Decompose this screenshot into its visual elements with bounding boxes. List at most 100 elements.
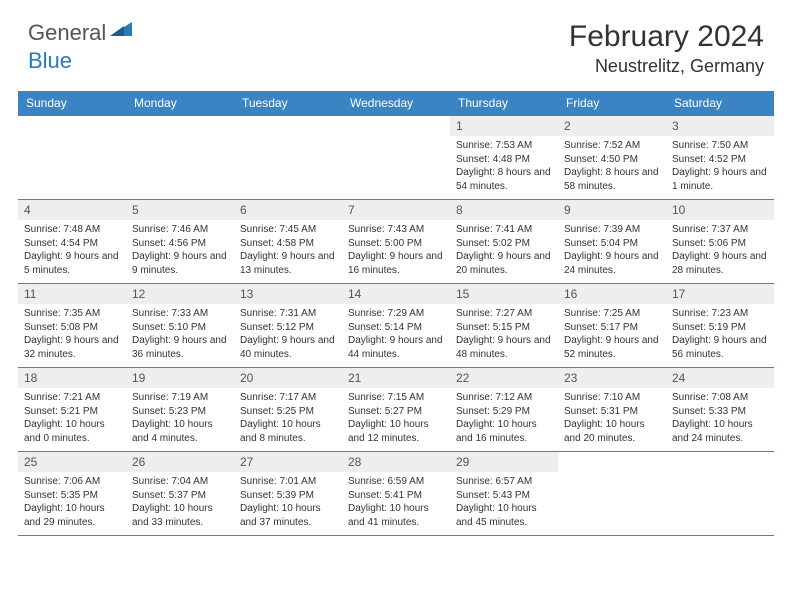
- sunset-text: Sunset: 4:56 PM: [132, 237, 228, 251]
- sunset-text: Sunset: 5:02 PM: [456, 237, 552, 251]
- sunset-text: Sunset: 5:04 PM: [564, 237, 660, 251]
- day-details: Sunrise: 7:12 AMSunset: 5:29 PMDaylight:…: [450, 388, 558, 451]
- sunrise-text: Sunrise: 6:59 AM: [348, 475, 444, 489]
- calendar-cell: 21Sunrise: 7:15 AMSunset: 5:27 PMDayligh…: [342, 368, 450, 452]
- day-details: Sunrise: 7:06 AMSunset: 5:35 PMDaylight:…: [18, 472, 126, 535]
- day-details: Sunrise: 7:10 AMSunset: 5:31 PMDaylight:…: [558, 388, 666, 451]
- calendar-cell: 19Sunrise: 7:19 AMSunset: 5:23 PMDayligh…: [126, 368, 234, 452]
- sunrise-text: Sunrise: 7:04 AM: [132, 475, 228, 489]
- day-number: 14: [342, 284, 450, 304]
- calendar-cell: [666, 452, 774, 536]
- sunset-text: Sunset: 5:08 PM: [24, 321, 120, 335]
- day-details: Sunrise: 7:43 AMSunset: 5:00 PMDaylight:…: [342, 220, 450, 283]
- sunrise-text: Sunrise: 7:52 AM: [564, 139, 660, 153]
- daylight-text: Daylight: 10 hours and 33 minutes.: [132, 502, 228, 529]
- calendar-week-row: 4Sunrise: 7:48 AMSunset: 4:54 PMDaylight…: [18, 200, 774, 284]
- sunset-text: Sunset: 5:39 PM: [240, 489, 336, 503]
- calendar-cell: 14 Sunrise: 7:29 AMSunset: 5:14 PMDayligh…: [342, 284, 450, 368]
- sunset-text: Sunset: 5:27 PM: [348, 405, 444, 419]
- day-number: 25: [18, 452, 126, 472]
- sunset-text: Sunset: 5:17 PM: [564, 321, 660, 335]
- day-number: 2: [558, 116, 666, 136]
- day-number: 11: [18, 284, 126, 304]
- sunrise-text: Sunrise: 7:25 AM: [564, 307, 660, 321]
- sunrise-text: Sunrise: 7:39 AM: [564, 223, 660, 237]
- triangle-icon: [110, 20, 132, 41]
- calendar-cell: 15Sunrise: 7:27 AMSunset: 5:15 PMDayligh…: [450, 284, 558, 368]
- day-number: 7: [342, 200, 450, 220]
- sunrise-text: Sunrise: 7:33 AM: [132, 307, 228, 321]
- daylight-text: Daylight: 9 hours and 1 minute.: [672, 166, 768, 193]
- day-details: Sunrise: 7:17 AMSunset: 5:25 PMDaylight:…: [234, 388, 342, 451]
- sunset-text: Sunset: 5:43 PM: [456, 489, 552, 503]
- day-details: Sunrise: 7:27 AMSunset: 5:15 PMDaylight:…: [450, 304, 558, 367]
- day-details: Sunrise: 7:33 AMSunset: 5:10 PMDaylight:…: [126, 304, 234, 367]
- sunset-text: Sunset: 5:14 PM: [348, 321, 444, 335]
- day-number: 29: [450, 452, 558, 472]
- calendar-cell: 3Sunrise: 7:50 AMSunset: 4:52 PMDaylight…: [666, 116, 774, 200]
- sunrise-text: Sunrise: 7:23 AM: [672, 307, 768, 321]
- sunset-text: Sunset: 5:37 PM: [132, 489, 228, 503]
- sunrise-text: Sunrise: 7:29 AM: [348, 307, 444, 321]
- sunset-text: Sunset: 5:29 PM: [456, 405, 552, 419]
- sunset-text: Sunset: 4:54 PM: [24, 237, 120, 251]
- day-number: 5: [126, 200, 234, 220]
- calendar-cell: 7Sunrise: 7:43 AMSunset: 5:00 PMDaylight…: [342, 200, 450, 284]
- sunrise-text: Sunrise: 7:19 AM: [132, 391, 228, 405]
- title-block: February 2024 Neustrelitz, Germany: [569, 20, 764, 77]
- day-number: 23: [558, 368, 666, 388]
- calendar-cell: 26Sunrise: 7:04 AMSunset: 5:37 PMDayligh…: [126, 452, 234, 536]
- day-number: 19: [126, 368, 234, 388]
- daylight-text: Daylight: 9 hours and 44 minutes.: [348, 334, 444, 361]
- calendar-cell: 6Sunrise: 7:45 AMSunset: 4:58 PMDaylight…: [234, 200, 342, 284]
- day-details: Sunrise: 6:57 AMSunset: 5:43 PMDaylight:…: [450, 472, 558, 535]
- daylight-text: Daylight: 9 hours and 48 minutes.: [456, 334, 552, 361]
- day-details: Sunrise: 7:25 AMSunset: 5:17 PMDaylight:…: [558, 304, 666, 367]
- day-details: Sunrise: 7:21 AMSunset: 5:21 PMDaylight:…: [18, 388, 126, 451]
- calendar-table: Sunday Monday Tuesday Wednesday Thursday…: [18, 91, 774, 536]
- header: General February 2024 Neustrelitz, Germa…: [0, 0, 792, 85]
- daylight-text: Daylight: 9 hours and 16 minutes.: [348, 250, 444, 277]
- daylight-text: Daylight: 9 hours and 40 minutes.: [240, 334, 336, 361]
- calendar-cell: 25Sunrise: 7:06 AMSunset: 5:35 PMDayligh…: [18, 452, 126, 536]
- day-number: 18: [18, 368, 126, 388]
- sunset-text: Sunset: 5:06 PM: [672, 237, 768, 251]
- sunset-text: Sunset: 5:00 PM: [348, 237, 444, 251]
- day-number: 17: [666, 284, 774, 304]
- page-title: February 2024: [569, 20, 764, 54]
- calendar-cell: 18Sunrise: 7:21 AMSunset: 5:21 PMDayligh…: [18, 368, 126, 452]
- day-number: 15: [450, 284, 558, 304]
- daylight-text: Daylight: 9 hours and 9 minutes.: [132, 250, 228, 277]
- day-number: 13: [234, 284, 342, 304]
- calendar-cell: 11Sunrise: 7:35 AMSunset: 5:08 PMDayligh…: [18, 284, 126, 368]
- sunrise-text: Sunrise: 7:31 AM: [240, 307, 336, 321]
- sunrise-text: Sunrise: 7:53 AM: [456, 139, 552, 153]
- day-details: Sunrise: 7:19 AMSunset: 5:23 PMDaylight:…: [126, 388, 234, 451]
- sunset-text: Sunset: 4:52 PM: [672, 153, 768, 167]
- daylight-text: Daylight: 10 hours and 4 minutes.: [132, 418, 228, 445]
- calendar-cell: [126, 116, 234, 200]
- calendar-week-row: 1Sunrise: 7:53 AMSunset: 4:48 PMDaylight…: [18, 116, 774, 200]
- calendar-cell: 10Sunrise: 7:37 AMSunset: 5:06 PMDayligh…: [666, 200, 774, 284]
- day-number: 9: [558, 200, 666, 220]
- day-number: 10: [666, 200, 774, 220]
- daylight-text: Daylight: 9 hours and 5 minutes.: [24, 250, 120, 277]
- weekday-header: Thursday: [450, 91, 558, 116]
- daylight-text: Daylight: 9 hours and 24 minutes.: [564, 250, 660, 277]
- daylight-text: Daylight: 10 hours and 24 minutes.: [672, 418, 768, 445]
- daylight-text: Daylight: 10 hours and 20 minutes.: [564, 418, 660, 445]
- daylight-text: Daylight: 8 hours and 54 minutes.: [456, 166, 552, 193]
- daylight-text: Daylight: 9 hours and 56 minutes.: [672, 334, 768, 361]
- day-number: 6: [234, 200, 342, 220]
- daylight-text: Daylight: 10 hours and 0 minutes.: [24, 418, 120, 445]
- day-number: 8: [450, 200, 558, 220]
- day-number: 22: [450, 368, 558, 388]
- day-details: Sunrise: 7:08 AMSunset: 5:33 PMDaylight:…: [666, 388, 774, 451]
- sunset-text: Sunset: 5:19 PM: [672, 321, 768, 335]
- day-number: 16: [558, 284, 666, 304]
- weekday-header: Friday: [558, 91, 666, 116]
- day-details: Sunrise: 7:45 AMSunset: 4:58 PMDaylight:…: [234, 220, 342, 283]
- calendar-cell: [342, 116, 450, 200]
- calendar-cell: 12Sunrise: 7:33 AMSunset: 5:10 PMDayligh…: [126, 284, 234, 368]
- day-number: [342, 116, 450, 136]
